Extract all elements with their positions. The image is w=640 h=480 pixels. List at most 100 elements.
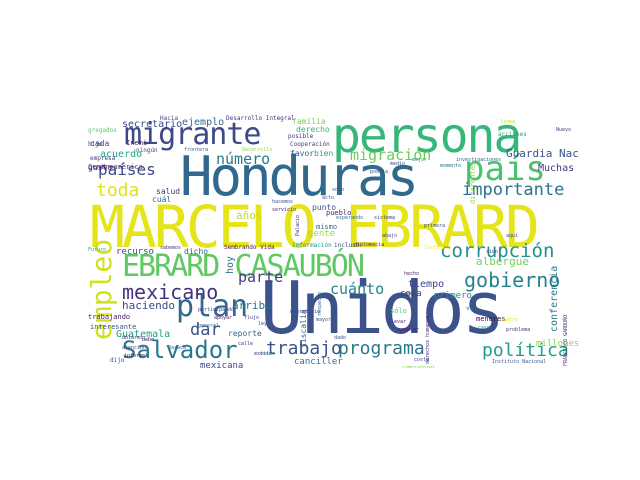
word: país [464, 149, 546, 189]
word: albergue [476, 255, 529, 268]
word: apoyar [214, 315, 233, 321]
word: abajo [382, 233, 398, 239]
word: debe [142, 337, 155, 343]
word: mismo [316, 223, 338, 231]
word: recurso [116, 247, 154, 257]
word: interesante [90, 323, 137, 331]
word: Futuro [88, 247, 107, 253]
word: parte [238, 268, 284, 286]
word: ningún [136, 147, 158, 154]
word: aquí [506, 233, 519, 239]
word: Salvador [122, 336, 238, 364]
word: dado [334, 335, 347, 341]
word: Sembrando Vida [224, 244, 275, 251]
word: podría [370, 169, 389, 175]
word: acciones [498, 131, 527, 138]
word: participando [198, 307, 235, 313]
word: cuatro [500, 317, 519, 323]
word: tiempo [408, 279, 445, 290]
word: migrante [124, 117, 261, 152]
word: corrupción [440, 240, 555, 262]
word: existe [254, 351, 273, 357]
word: cuál [152, 195, 172, 204]
word: trabajo [266, 338, 342, 359]
word: Honduras [180, 145, 419, 208]
word: posible [288, 133, 314, 140]
word: Centroamérica [88, 163, 143, 171]
word: Muchas [538, 163, 575, 174]
word: investigaciones [456, 157, 502, 163]
word: acuerdo [100, 149, 143, 160]
word: frontera [184, 147, 209, 153]
word: servicio [272, 207, 297, 213]
word: sistema [374, 215, 396, 221]
word: línea [500, 119, 516, 125]
word: Desarrollo Integral [226, 115, 295, 122]
word: red [404, 291, 414, 297]
word: primera [424, 223, 446, 229]
word: arriba [232, 299, 272, 312]
word: toda [96, 180, 140, 201]
word: acto [322, 195, 335, 201]
word: mexicano [122, 280, 219, 304]
word: programa [338, 338, 425, 359]
word: gobierno [464, 268, 561, 292]
word: cuánto [330, 280, 385, 298]
word: mayor [316, 317, 332, 323]
word: países [98, 160, 156, 179]
word: punto [312, 203, 337, 212]
word: importante [462, 180, 565, 200]
word: Nuevo [556, 127, 572, 133]
word: migración [350, 146, 432, 164]
word: años [236, 209, 263, 222]
word: Guatemala [116, 329, 171, 340]
word: Instituto Nacional [492, 359, 547, 365]
word: dijo [110, 357, 125, 364]
word: persona [332, 112, 522, 164]
word: menores [476, 315, 506, 323]
word: flujo [244, 315, 260, 321]
word: vez [466, 305, 477, 312]
word: cosa [400, 289, 422, 299]
word: conferencia [549, 265, 560, 332]
word: mexicana [200, 361, 244, 369]
word: información [292, 242, 332, 249]
word: bien [314, 149, 334, 158]
word: informe [124, 353, 146, 359]
word: diplomacia [354, 242, 385, 248]
word: Cooperación [290, 141, 330, 148]
word: compradores [402, 365, 436, 369]
word: esperando [336, 215, 364, 221]
word: Desarrollo [242, 147, 273, 153]
word: Guardia Nacional [506, 147, 580, 160]
word: gente [308, 229, 336, 239]
word: visto [260, 351, 276, 357]
word: migratorio [290, 309, 321, 315]
word: gusto [88, 163, 113, 172]
word: fiscalía [299, 309, 308, 348]
word: costa [414, 357, 430, 363]
word: sabemos [160, 245, 182, 251]
word: dólares [122, 335, 144, 341]
word: cada [90, 139, 110, 148]
word: trabajando [88, 313, 131, 321]
word: Instituto [424, 245, 452, 251]
word: FRANCISCO GARDUÑO [563, 314, 569, 366]
word: diferentes [469, 161, 477, 204]
word: favor [290, 149, 315, 158]
word: Oaxaca [168, 345, 187, 351]
word: ley [258, 321, 268, 327]
word: incluso [334, 242, 360, 249]
word: EBRARD CASAUBÓN [122, 249, 365, 284]
word: mejor [412, 157, 428, 163]
word: problema [506, 327, 531, 333]
word: Unidos [260, 266, 505, 350]
word: hacemos [272, 199, 294, 205]
word: conocer [398, 327, 420, 333]
word: sido [486, 249, 499, 255]
word-cloud: MARCELO EBRARD Unidos Honduras persona E… [86, 112, 580, 368]
word: Inemi [126, 139, 148, 147]
word: momento [440, 163, 462, 169]
word: medio [390, 161, 406, 167]
word: empresa [90, 155, 116, 162]
